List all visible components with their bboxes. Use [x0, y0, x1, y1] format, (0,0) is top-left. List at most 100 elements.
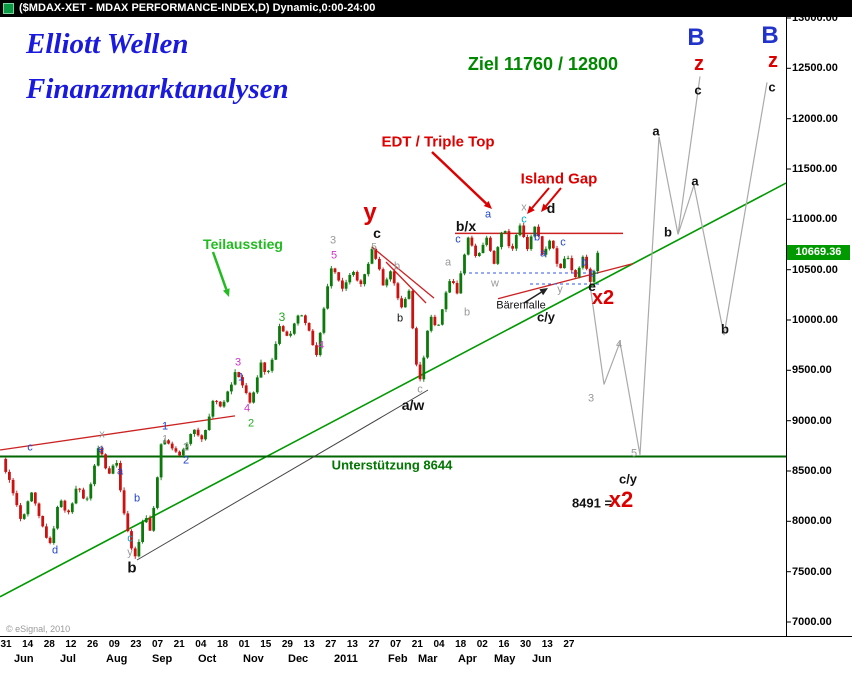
candle-body	[292, 323, 296, 334]
candle-body	[52, 528, 56, 543]
window-title: ($MDAX-XET - MDAX PERFORMANCE-INDEX,D) D…	[19, 2, 376, 14]
candle-body	[318, 332, 322, 355]
candle-body	[248, 392, 252, 403]
month-axis-label: Oct	[198, 653, 217, 665]
candle-body	[507, 231, 511, 247]
price-axis-label: 12500.00	[792, 62, 838, 75]
candle-body	[285, 331, 289, 336]
island-gap-arrow-1	[527, 187, 550, 214]
candle-body	[329, 268, 333, 287]
candle-body	[411, 290, 415, 329]
candle-body	[592, 271, 596, 282]
candle-body	[137, 542, 141, 557]
date-axis-label: 07	[151, 639, 164, 650]
candle-body	[252, 392, 255, 403]
candle-body	[444, 292, 448, 310]
date-axis-label: 09	[108, 639, 120, 650]
date-axis-label: 21	[173, 639, 185, 650]
candle-body	[477, 253, 481, 256]
month-axis-label: Nov	[243, 653, 264, 665]
candle-body	[385, 279, 389, 286]
candle-body	[322, 308, 326, 333]
candle-body	[263, 362, 267, 372]
month-axis-label: Feb	[388, 653, 408, 665]
date-axis-label: 27	[368, 639, 380, 650]
candle-body	[133, 548, 137, 557]
date-axis-label: 13	[303, 639, 315, 650]
candle-body	[85, 498, 89, 500]
candle-body	[359, 280, 363, 285]
candle-body	[574, 270, 577, 278]
current-price-tag: 10669.36	[787, 245, 850, 261]
candle-body	[215, 400, 218, 402]
candle-body	[233, 372, 237, 385]
candle-body	[422, 357, 426, 380]
candle-body	[511, 246, 514, 249]
date-axis-label: 30	[520, 639, 532, 650]
feb-decline-channel-upper	[371, 246, 435, 299]
candle-body	[355, 272, 359, 281]
candle-body	[67, 510, 70, 513]
candle-body	[270, 359, 274, 371]
candle-body	[548, 240, 551, 249]
candle-body	[207, 416, 211, 430]
candle-body	[470, 237, 474, 246]
candle-body	[326, 286, 329, 309]
candle-body	[196, 429, 200, 436]
date-axis-label: 27	[563, 639, 575, 650]
price-axis-label: 11500.00	[792, 163, 838, 175]
candle-body	[485, 237, 489, 245]
month-axis-label: Jun	[14, 653, 34, 665]
candle-body	[577, 267, 581, 278]
candle-body	[396, 283, 400, 299]
axis-lines	[0, 17, 852, 637]
island-gap-arrow-2	[541, 187, 562, 212]
candle-body	[22, 514, 26, 519]
candle-body	[48, 537, 52, 543]
candle-body	[363, 274, 366, 285]
candle-body	[89, 484, 93, 499]
candle-body	[152, 507, 156, 531]
candle-body	[366, 263, 370, 275]
candle-body	[481, 244, 485, 253]
candle-body	[374, 248, 378, 259]
month-axis-label: Jun	[532, 653, 552, 665]
candle-body	[230, 384, 233, 392]
candle-body	[403, 298, 407, 308]
candle-body	[300, 315, 304, 317]
candle-body	[19, 505, 22, 519]
candle-body	[433, 316, 437, 326]
candle-body	[566, 258, 570, 260]
candle-body	[178, 451, 181, 456]
date-axis-label: 31	[0, 639, 12, 650]
candle-body	[514, 235, 518, 249]
candle-body	[26, 501, 30, 515]
candle-body	[104, 454, 107, 469]
candle-body	[74, 488, 78, 504]
annotation-arrows	[211, 151, 562, 304]
candle-body	[30, 492, 33, 502]
candle-body	[289, 333, 292, 336]
candle-body	[144, 518, 148, 523]
candle-body	[96, 448, 100, 466]
date-axis-label: 14	[22, 639, 34, 650]
candle-body	[370, 248, 374, 264]
month-axis-label: Sep	[152, 653, 173, 665]
candle-body	[78, 488, 82, 490]
trendlines-group	[0, 76, 787, 598]
date-axis-label: 21	[411, 639, 423, 650]
price-axis-label: 8500.00	[792, 465, 832, 477]
baerenfalle-arrow	[523, 288, 548, 304]
candle-body	[537, 226, 540, 237]
aug-mar-trendline	[136, 389, 429, 561]
candle-body	[459, 273, 463, 294]
triangle-support-rising	[497, 262, 634, 300]
candle-body	[544, 248, 548, 255]
candle-body	[255, 377, 259, 393]
date-axis-label: 02	[476, 639, 488, 650]
candle-body	[596, 252, 600, 272]
candle-body	[344, 282, 348, 289]
candle-body	[533, 226, 537, 237]
